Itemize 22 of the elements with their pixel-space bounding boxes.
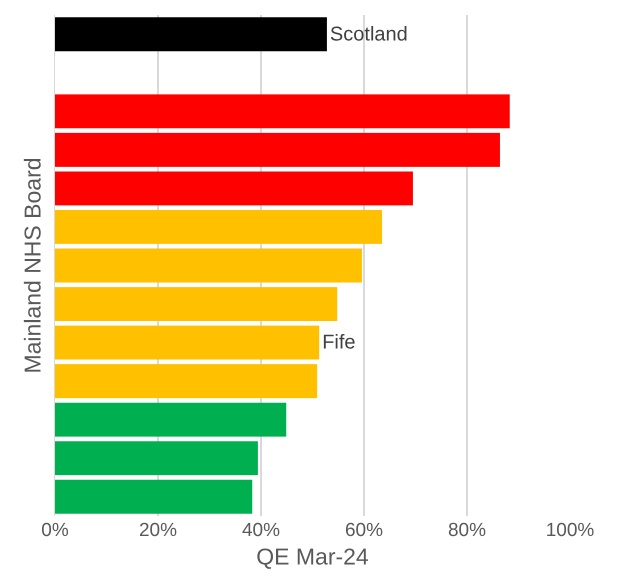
bar <box>55 171 413 206</box>
bar <box>55 441 258 476</box>
x-tick-label: 80% <box>448 520 486 541</box>
x-tick-label: 60% <box>344 520 384 541</box>
bar <box>55 210 382 244</box>
y-tick-label: Scotland <box>330 23 408 46</box>
y-axis-title: Mainland NHS Board <box>19 157 46 374</box>
x-axis-title: QE Mar-24 <box>256 544 369 570</box>
x-tick-label: 100% <box>546 520 594 541</box>
bar <box>55 326 320 360</box>
y-tick-label: Fife <box>322 332 356 354</box>
bar <box>55 248 362 282</box>
bar <box>55 17 327 52</box>
bar <box>55 480 252 514</box>
x-tick-label: 0% <box>41 520 69 541</box>
bar <box>55 402 286 437</box>
bar <box>55 94 510 128</box>
bar <box>55 132 500 167</box>
x-tick-label: 40% <box>242 520 280 541</box>
bar <box>55 364 318 398</box>
bar <box>55 287 338 321</box>
x-tick-label: 20% <box>138 520 178 541</box>
